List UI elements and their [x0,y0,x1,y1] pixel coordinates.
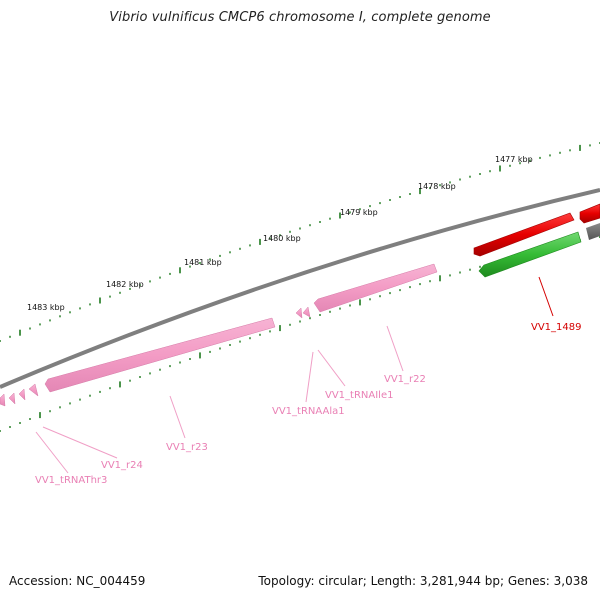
scale-label-1477: 1477 kbp [495,155,533,164]
chromosome-backbone [0,188,600,389]
scale-label-1481: 1481 kbp [184,258,222,267]
label-vv1-tRNAIle1: VV1_tRNAIle1 [325,390,393,401]
gene-vv1-r23[interactable] [44,317,276,393]
scale-label-1482: 1482 kbp [106,280,144,289]
gene-vv1-1489-reverse[interactable] [478,231,582,278]
leader-vv1-r24 [42,426,118,459]
outer-tick-ring [0,142,600,342]
leader-vv1-1489 [538,276,554,317]
scale-label-1480: 1480 kbp [263,234,301,243]
page-title: Vibrio vulnificus CMCP6 chromosome I, co… [109,10,491,25]
label-vv1-r22: VV1_r22 [384,374,426,385]
gene-vv1-tRNAIle1[interactable] [302,306,311,318]
accession-text: Accession: NC_004459 [9,574,146,588]
gene-gray-fragment [586,223,600,240]
label-vv1-tRNAAla1: VV1_tRNAAla1 [272,406,345,417]
scale-label-1478: 1478 kbp [418,182,456,191]
gene-vv1-1489-forward[interactable] [473,212,575,257]
gene-vv1-r24[interactable] [28,383,39,397]
leader-vv1-tRNAIle1 [317,349,346,387]
leader-vv1-tRNAAla1 [305,351,314,403]
leader-vv1-r22 [386,325,404,372]
leader-vv1-tRNAThr3 [35,431,69,474]
label-vv1-1489: VV1_1489 [531,322,582,333]
scale-labels: 1477 kbp 1478 kbp 1479 kbp 1480 kbp 1481… [27,155,533,312]
scale-label-1483: 1483 kbp [27,303,65,312]
scale-label-1479: 1479 kbp [340,208,378,217]
gene-tRNA-left-b [0,393,6,407]
leader-vv1-r23 [169,395,186,439]
label-vv1-r23: VV1_r23 [166,442,208,453]
genome-info-text: Topology: circular; Length: 3,281,944 bp… [258,574,588,588]
gene-tRNA-left-a [8,392,16,405]
gene-vv1-r22[interactable] [313,263,438,313]
gene-vv1-tRNAAla1[interactable] [295,307,303,319]
gene-vv1-tRNAThr3[interactable] [18,388,26,401]
label-vv1-r24: VV1_r24 [101,460,143,471]
leader-lines [35,276,554,474]
label-vv1-tRNAThr3: VV1_tRNAThr3 [35,475,107,486]
gene-forward-next[interactable] [579,203,600,224]
